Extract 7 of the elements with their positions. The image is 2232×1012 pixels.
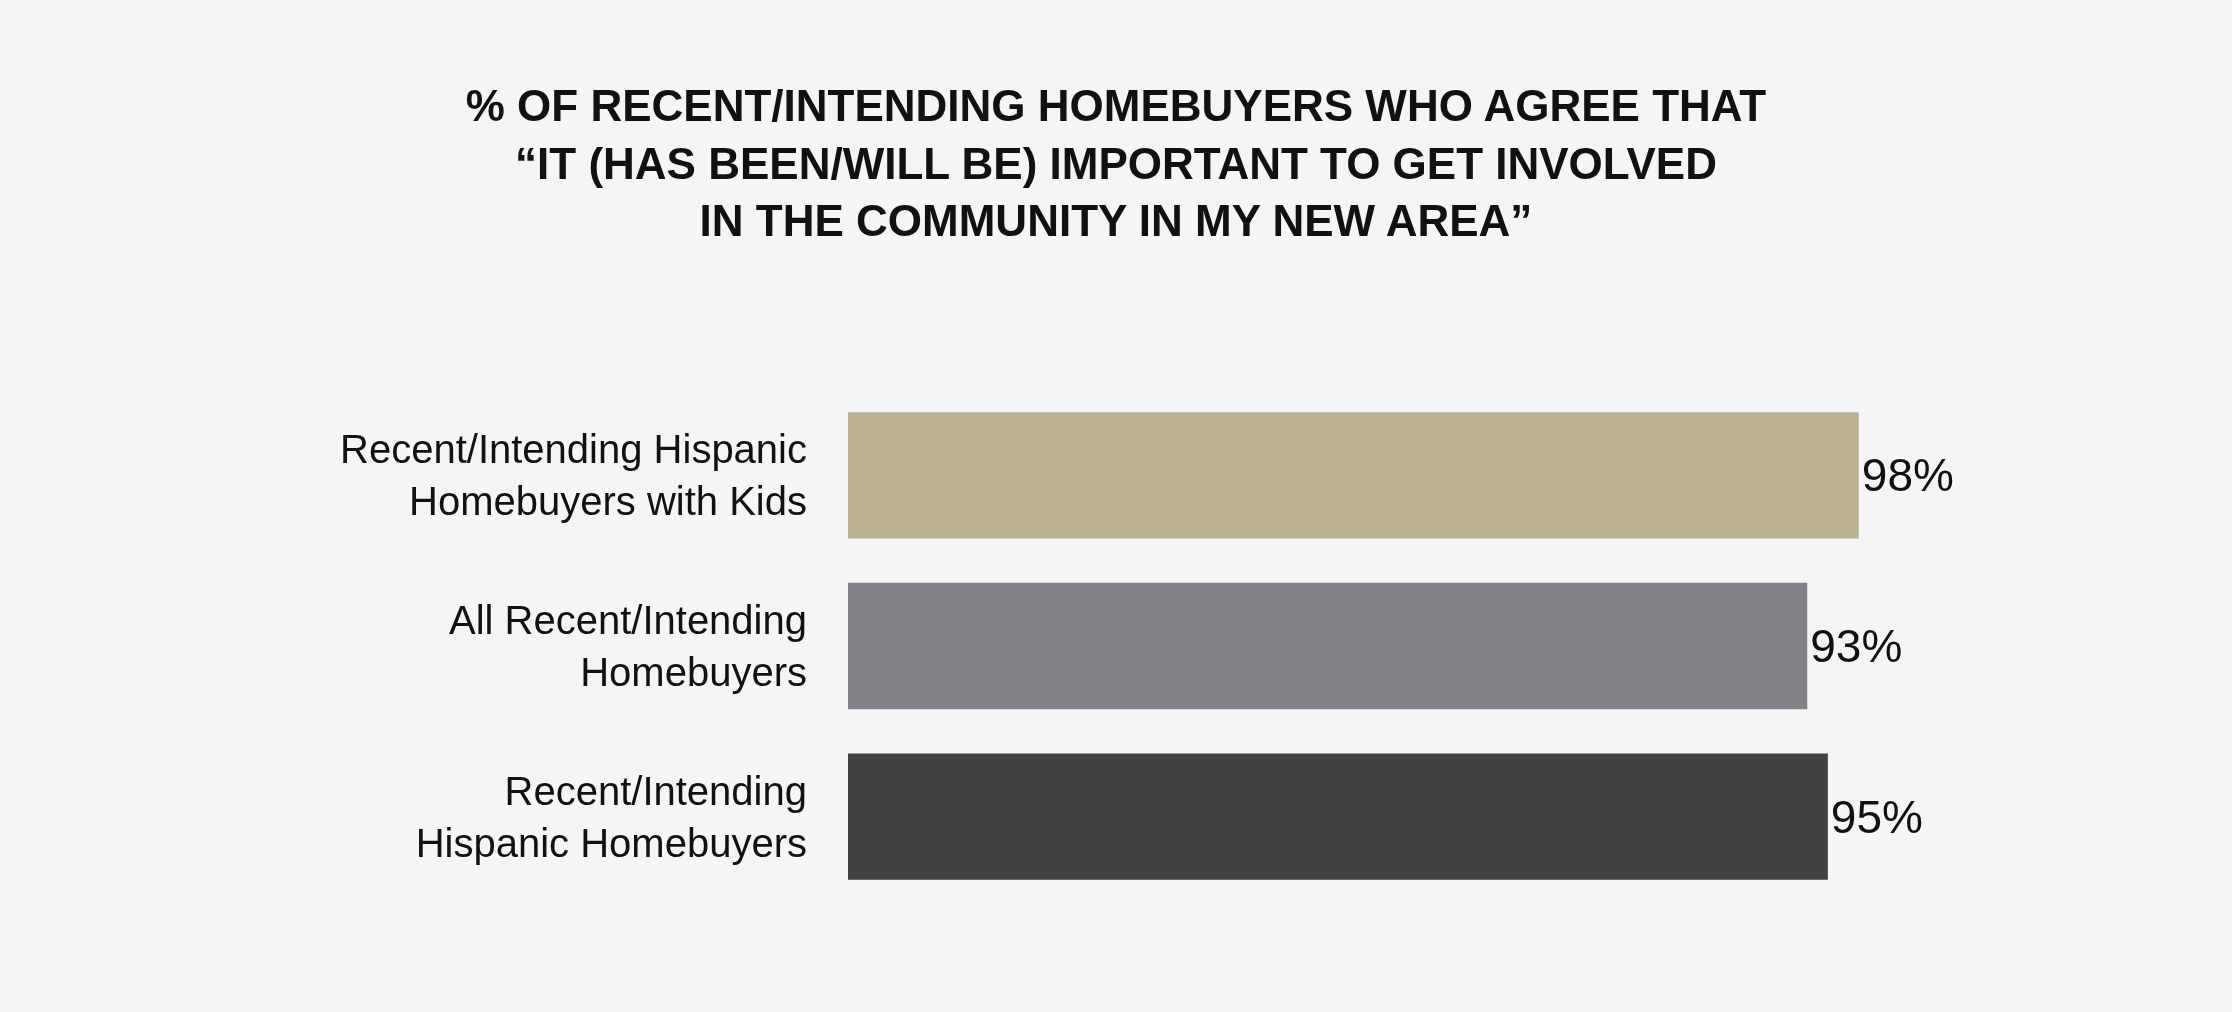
y-tick-label: All Recent/Intending Homebuyers [448, 598, 807, 694]
chart-title: % OF RECENT/INTENDING HOMEBUYERS WHO AGREE THAT “IT (HAS BEEN/WILL BE) IMPORTANT TO GET INVOLVED IN THE COMMUNITY IN MY NEW AREA” [465, 81, 1767, 245]
y-tick-label: Recent/Intending Hispanic Homebuyers [415, 768, 807, 865]
data-label: 98% [1861, 449, 1954, 502]
data-label: 95% [1830, 790, 1923, 843]
data-label: 93% [1810, 620, 1903, 672]
y-tick-label: Recent/Intending Hispanic Homebuyers with Kids [340, 427, 807, 524]
